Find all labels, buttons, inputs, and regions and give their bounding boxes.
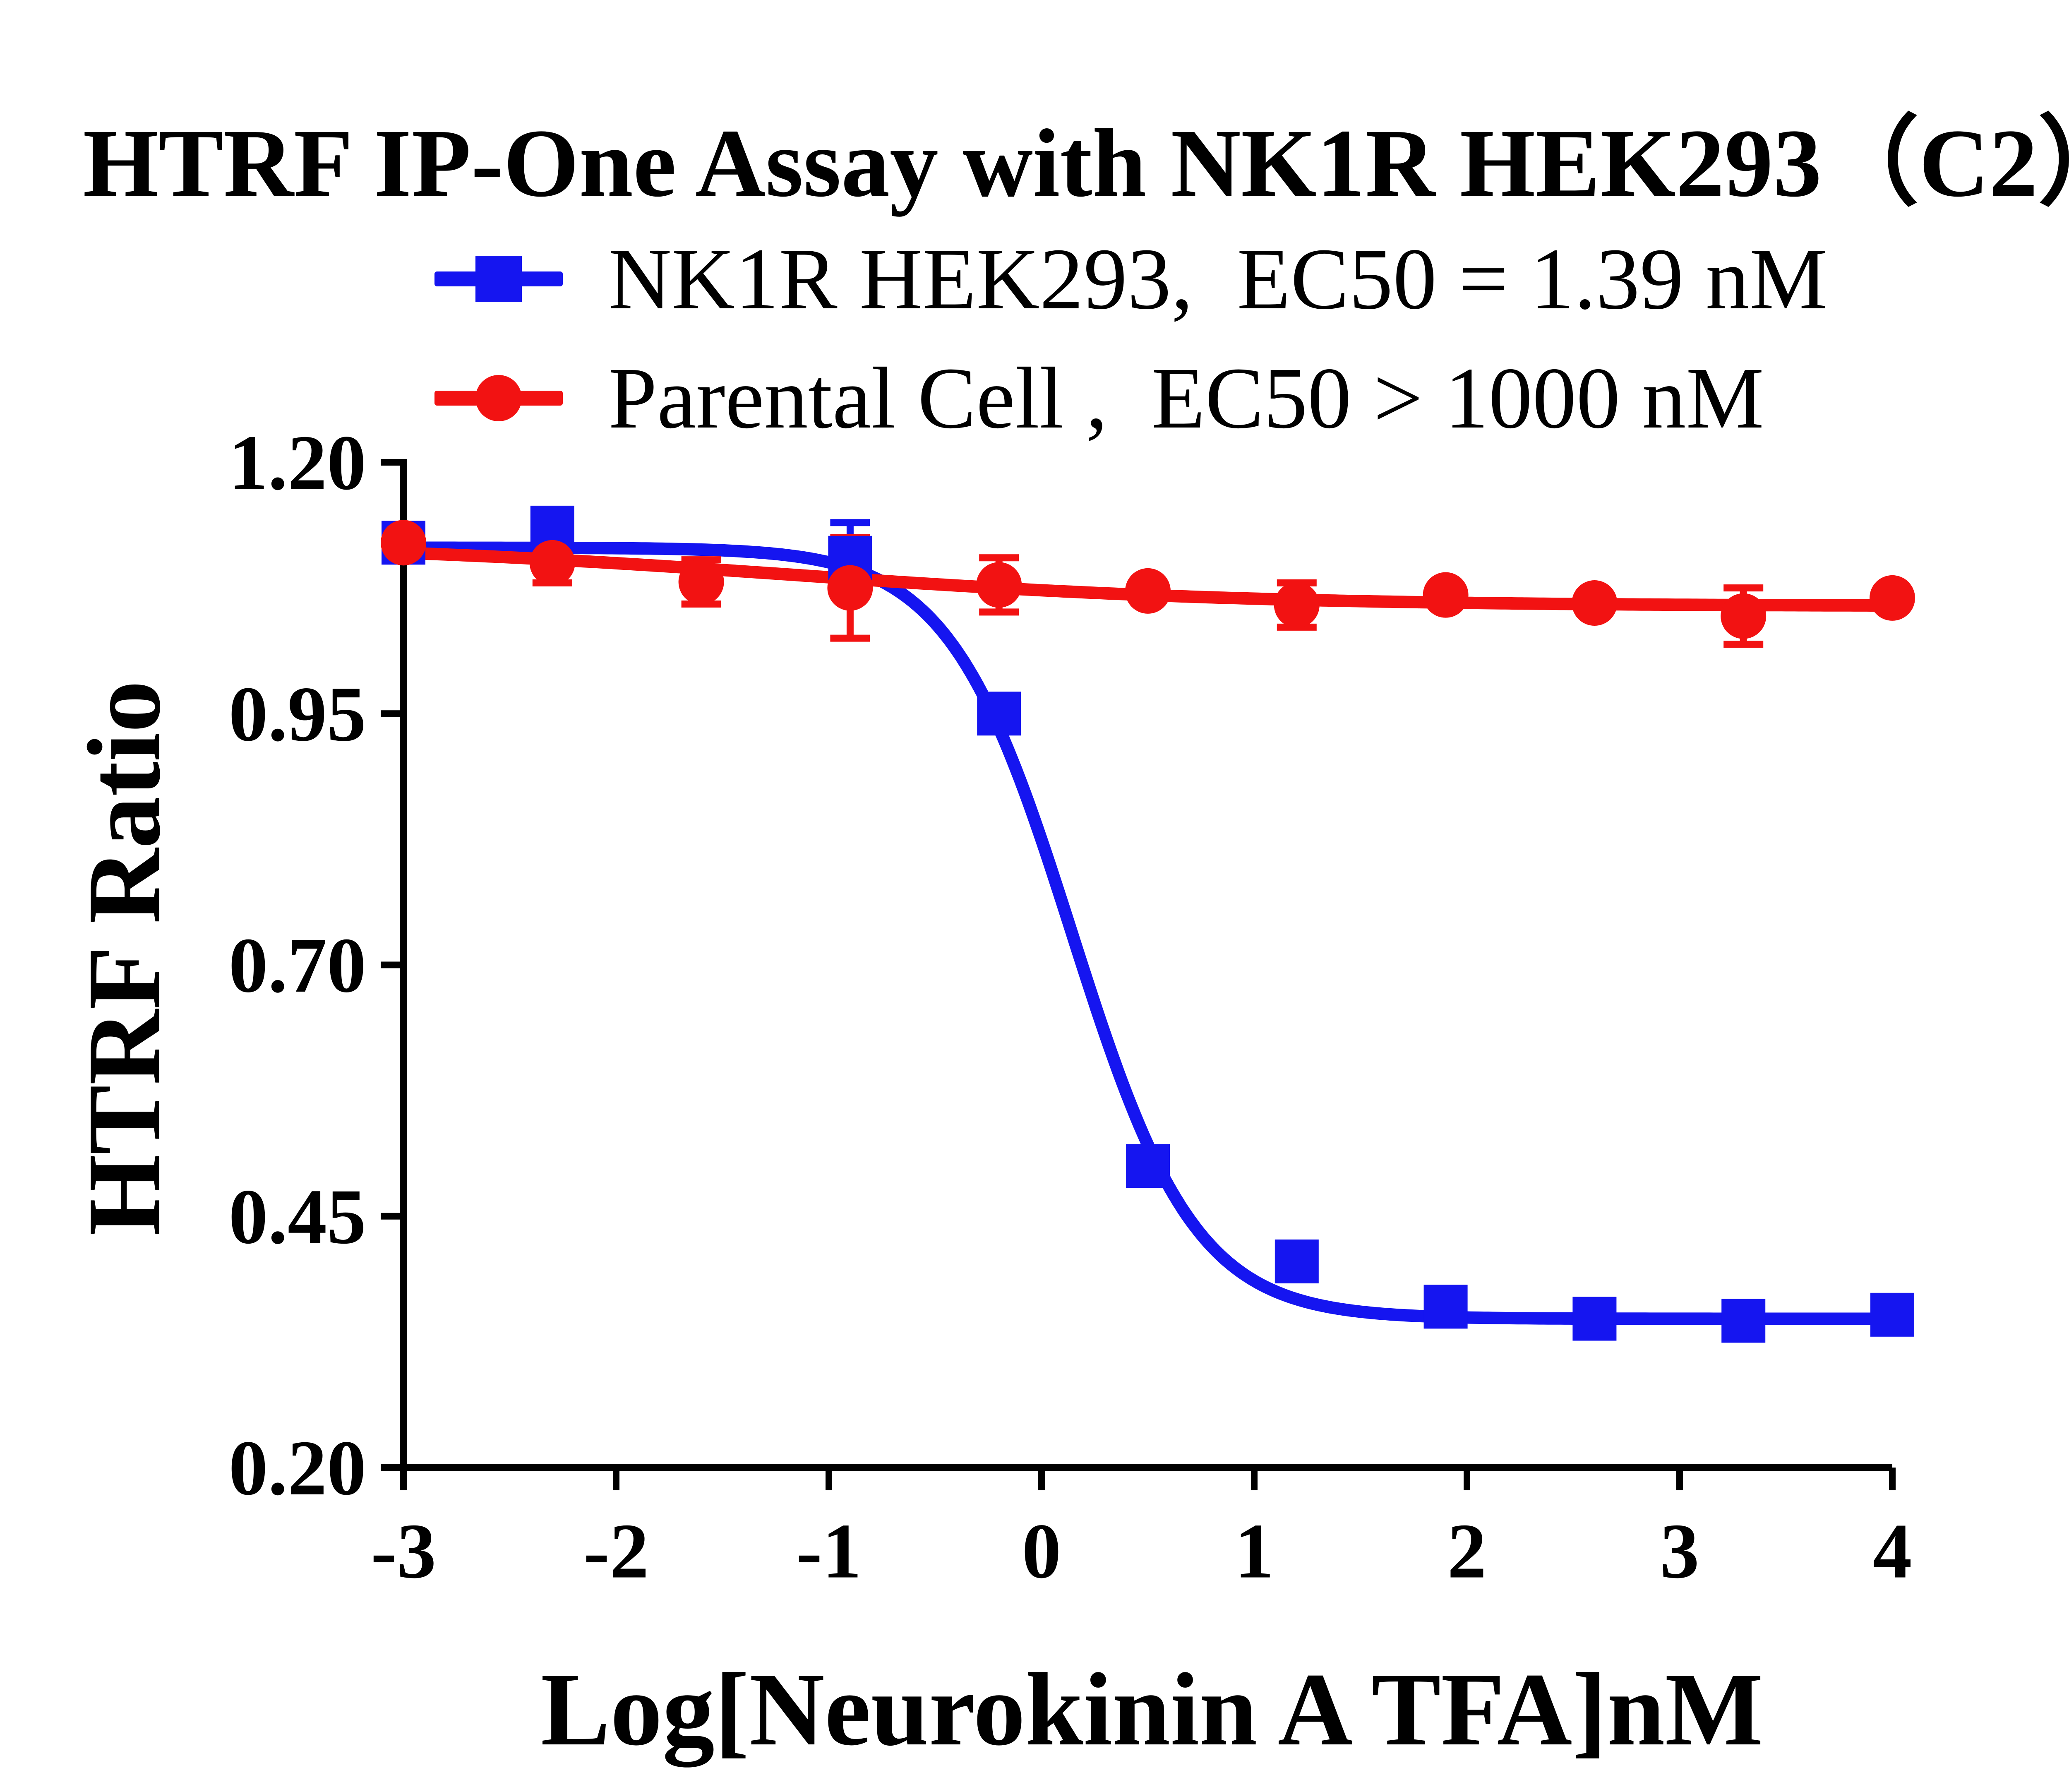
y-tick-label: 0.95 [229,671,367,758]
y-tick-label: 0.70 [229,922,367,1009]
y-axis-label: HTRF Ratio [66,680,182,1236]
x-tick-label: 2 [1447,1508,1487,1595]
chart-title: HTRF IP-One Assay with NK1R HEK293（C2） [83,109,2069,217]
data-point-square [1275,1240,1319,1284]
data-point-circle [1423,572,1469,618]
data-point-square [1721,1299,1766,1343]
x-tick-label: 1 [1235,1508,1274,1595]
data-point-circle [976,562,1022,608]
legend-mark [475,256,522,302]
y-tick-label: 1.20 [229,420,367,507]
legend: NK1R HEK293, EC50 = 1.39 nM Parental Cel… [434,219,1827,458]
y-tick-label: 0.20 [229,1425,367,1512]
data-point-circle [1125,568,1171,614]
data-point-circle [1274,582,1320,628]
legend-mark [475,375,522,421]
x-tick-label: -1 [796,1508,862,1595]
legend-circle-marker-icon [434,371,563,425]
legend-item-nk1r-hek293: NK1R HEK293, EC50 = 1.39 nM [434,219,1827,339]
data-point-circle [1572,580,1618,626]
x-tick-label: 0 [1022,1508,1061,1595]
data-point-square [1870,1292,1914,1337]
data-point-circle [827,565,873,611]
x-axis-label: Log[Neurokinin A TFA]nM [540,1651,1764,1767]
fit-curve-nk1r-hek293 [397,541,1899,1325]
data-point-circle [381,520,426,566]
data-point-square [1126,1144,1170,1188]
legend-item-parental-cell: Parental Cell , EC50 > 1000 nM [434,339,1827,458]
data-point-square [1423,1285,1468,1329]
data-point-circle [678,559,724,605]
x-tick-label: 4 [1873,1508,1912,1595]
x-tick-label: -2 [583,1508,649,1595]
legend-square-marker-icon [434,252,563,306]
y-tick-label: 0.45 [229,1173,367,1260]
legend-label-nk1r: NK1R HEK293, EC50 = 1.39 nM [608,230,1828,327]
data-point-circle [529,540,575,586]
legend-label-parental: Parental Cell , EC50 > 1000 nM [608,349,1764,447]
x-tick-label: -3 [371,1508,436,1595]
x-tick-label: 3 [1660,1508,1699,1595]
data-point-square [977,692,1021,736]
data-point-square [1572,1297,1617,1341]
data-point-circle [1870,575,1915,621]
data-point-circle [1721,593,1767,639]
